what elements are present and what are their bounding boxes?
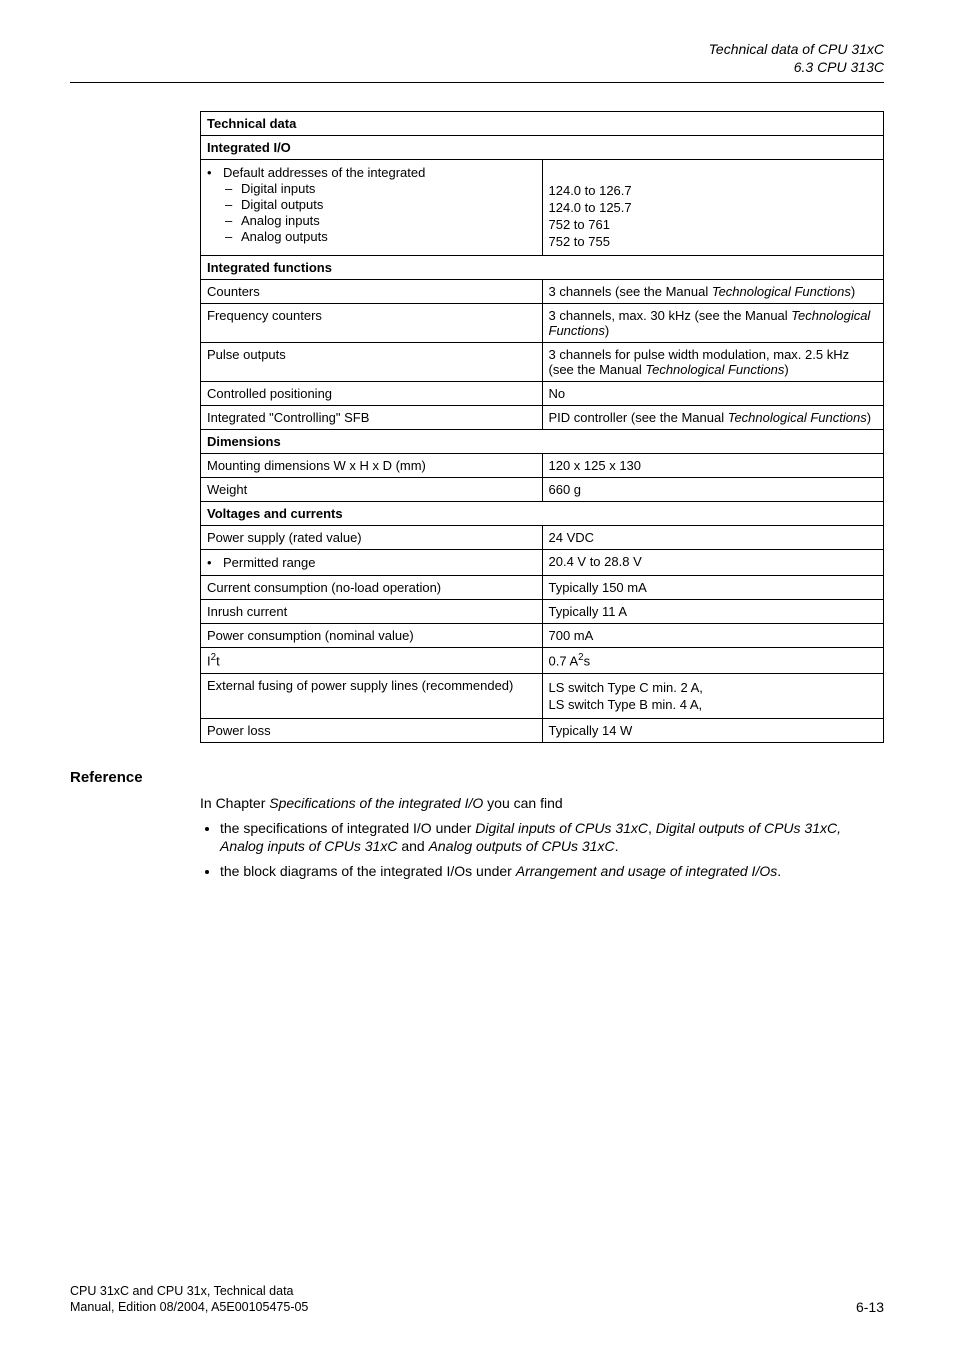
page-header: Technical data of CPU 31xC 6.3 CPU 313C [70,40,884,76]
counters-label: Counters [201,280,543,304]
external-fusing-val: LS switch Type C min. 2 A, LS switch Typ… [542,673,884,718]
inrush-val: Typically 11 A [542,600,884,624]
sfb-label: Integrated "Controlling" SFB [201,406,543,430]
pulse-outputs-val: 3 channels for pulse width modulation, m… [542,343,884,382]
analog-outputs-label: Analog outputs [241,229,328,244]
mounting-label: Mounting dimensions W x H x D (mm) [201,454,543,478]
footer-line2: Manual, Edition 08/2004, A5E00105475-05 [70,1299,308,1315]
default-addresses-values: 124.0 to 126.7 124.0 to 125.7 752 to 761… [542,160,884,256]
analog-inputs-val: 752 to 761 [549,217,878,232]
current-consumption-label: Current consumption (no-load operation) [201,576,543,600]
weight-val: 660 g [542,478,884,502]
current-consumption-val: Typically 150 mA [542,576,884,600]
page-footer: CPU 31xC and CPU 31x, Technical data Man… [70,1283,884,1316]
digital-outputs-val: 124.0 to 125.7 [549,200,878,215]
header-line2: 6.3 CPU 313C [70,58,884,76]
permitted-range-cell: •Permitted range [201,550,543,576]
external-fusing-label: External fusing of power supply lines (r… [201,673,543,718]
table-title: Technical data [201,112,884,136]
permitted-range-label: Permitted range [223,555,316,570]
section-dimensions: Dimensions [201,430,884,454]
digital-inputs-val: 124.0 to 126.7 [549,183,878,198]
reference-body: In Chapter Specifications of the integra… [200,794,884,882]
permitted-range-val: 20.4 V to 28.8 V [542,550,884,576]
freq-counters-val: 3 channels, max. 30 kHz (see the Manual … [542,304,884,343]
section-integrated-functions: Integrated functions [201,256,884,280]
bullet-icon: • [207,165,223,180]
reference-intro: In Chapter Specifications of the integra… [200,794,884,813]
technical-data-table: Technical data Integrated I/O •Default a… [200,111,884,742]
header-rule [70,82,884,83]
power-loss-label: Power loss [201,718,543,742]
digital-inputs-label: Digital inputs [241,181,315,196]
dash-icon: – [225,181,241,196]
footer-line1: CPU 31xC and CPU 31x, Technical data [70,1283,308,1299]
bullet-icon: • [207,555,223,570]
dash-icon: – [225,197,241,212]
pulse-outputs-label: Pulse outputs [201,343,543,382]
weight-label: Weight [201,478,543,502]
power-consumption-val: 700 mA [542,624,884,648]
controlled-positioning-label: Controlled positioning [201,382,543,406]
dash-icon: – [225,229,241,244]
reference-heading: Reference [70,769,884,786]
digital-outputs-label: Digital outputs [241,197,323,212]
freq-counters-label: Frequency counters [201,304,543,343]
header-line1: Technical data of CPU 31xC [70,40,884,58]
reference-item-2: the block diagrams of the integrated I/O… [220,862,884,881]
power-loss-val: Typically 14 W [542,718,884,742]
analog-inputs-label: Analog inputs [241,213,320,228]
power-consumption-label: Power consumption (nominal value) [201,624,543,648]
reference-item-1: the specifications of integrated I/O und… [220,819,884,857]
power-supply-label: Power supply (rated value) [201,526,543,550]
power-supply-val: 24 VDC [542,526,884,550]
default-addresses-label: Default addresses of the integrated [223,165,425,180]
page-number: 6-13 [856,1299,884,1315]
i2t-label: I2t [201,648,543,673]
counters-val: 3 channels (see the Manual Technological… [542,280,884,304]
dash-icon: – [225,213,241,228]
sfb-val: PID controller (see the Manual Technolog… [542,406,884,430]
analog-outputs-val: 752 to 755 [549,234,878,249]
controlled-positioning-val: No [542,382,884,406]
mounting-val: 120 x 125 x 130 [542,454,884,478]
inrush-label: Inrush current [201,600,543,624]
section-integrated-io: Integrated I/O [201,136,884,160]
section-voltages: Voltages and currents [201,502,884,526]
i2t-val: 0.7 A2s [542,648,884,673]
default-addresses-cell: •Default addresses of the integrated –Di… [201,160,543,256]
